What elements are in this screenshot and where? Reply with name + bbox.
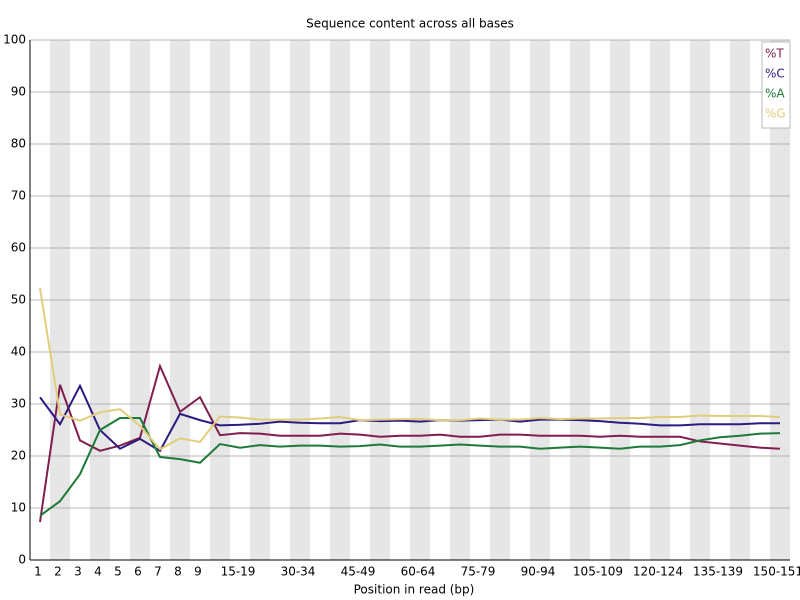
x-tick-label: 8 bbox=[174, 565, 182, 579]
legend-label: %C bbox=[765, 67, 785, 81]
y-tick-label: 80 bbox=[11, 137, 26, 151]
x-tick-label: 75-79 bbox=[461, 565, 496, 579]
x-tick-label: 6 bbox=[134, 565, 142, 579]
x-tick-label: 90-94 bbox=[521, 565, 556, 579]
y-tick-label: 0 bbox=[18, 553, 26, 567]
y-tick-label: 100 bbox=[3, 33, 26, 47]
y-tick-label: 90 bbox=[11, 85, 26, 99]
x-tick-label: 5 bbox=[114, 565, 122, 579]
y-tick-label: 50 bbox=[11, 293, 26, 307]
x-tick-label: 120-124 bbox=[633, 565, 683, 579]
x-tick-label: 105-109 bbox=[573, 565, 623, 579]
y-tick-label: 60 bbox=[11, 241, 26, 255]
x-tick-label: 3 bbox=[74, 565, 82, 579]
x-tick-label: 15-19 bbox=[221, 565, 256, 579]
series-line bbox=[39, 363, 781, 523]
legend-label: %G bbox=[765, 107, 786, 121]
x-tick-label: 7 bbox=[154, 565, 162, 579]
legend-label: %T bbox=[765, 47, 784, 61]
y-tick-label: 30 bbox=[11, 397, 26, 411]
y-tick-label: 40 bbox=[11, 345, 26, 359]
x-axis-label: Position in read (bp) bbox=[354, 583, 475, 597]
x-tick-label: 30-34 bbox=[281, 565, 316, 579]
chart-title: Sequence content across all bases bbox=[306, 17, 514, 31]
x-tick-label: 45-49 bbox=[341, 565, 376, 579]
series-line bbox=[39, 287, 781, 451]
y-tick-label: 70 bbox=[11, 189, 26, 203]
y-tick-label: 10 bbox=[11, 501, 26, 515]
x-tick-label: 2 bbox=[54, 565, 62, 579]
x-tick-label: 60-64 bbox=[401, 565, 436, 579]
x-tick-label: 1 bbox=[34, 565, 42, 579]
y-tick-label: 20 bbox=[11, 449, 26, 463]
x-tick-label: 135-139 bbox=[693, 565, 743, 579]
legend-label: %A bbox=[765, 87, 785, 101]
series-line bbox=[39, 383, 780, 453]
legend-box bbox=[761, 41, 791, 129]
series-line bbox=[39, 417, 781, 517]
x-tick-label: 150-151 bbox=[753, 565, 800, 579]
x-tick-label: 4 bbox=[94, 565, 102, 579]
x-tick-label: 9 bbox=[194, 565, 202, 579]
